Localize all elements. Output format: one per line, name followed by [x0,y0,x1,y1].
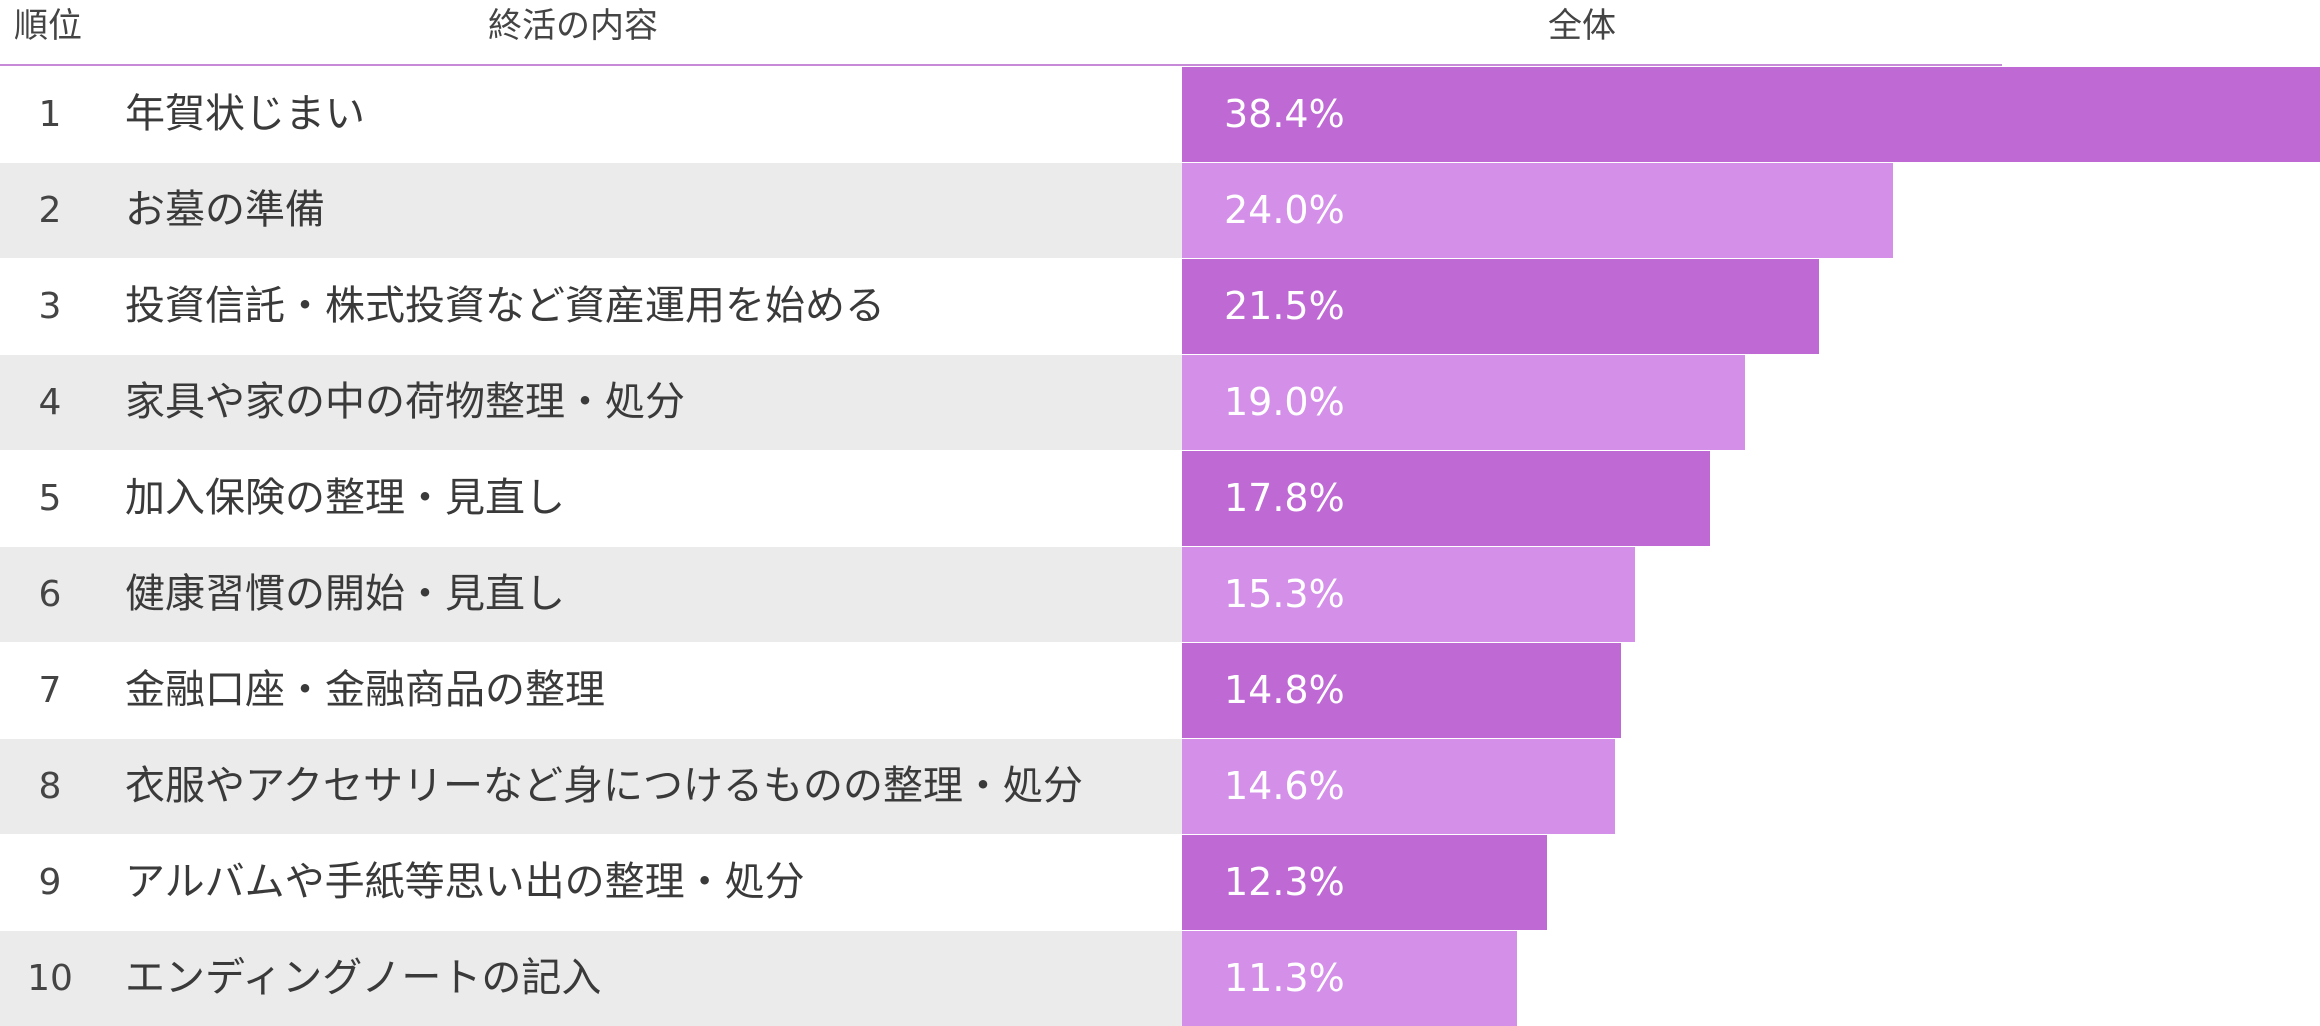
row-stripe [0,739,1182,834]
value-label: 19.0% [1224,380,1345,424]
value-label: 17.8% [1224,476,1345,520]
bar [1182,643,1621,738]
table-row: 3 投資信託・株式投資など資産運用を始める 21.5% [0,259,2320,354]
table-row: 2 お墓の準備 24.0% [0,163,2320,258]
category-label: 健康習慣の開始・見直し [125,571,565,617]
header-item: 終活の内容 [488,6,658,46]
table-row: 8 衣服やアクセサリーなど身につけるものの整理・処分 14.6% [0,739,2320,834]
row-stripe [0,451,1182,546]
rank-label: 9 [38,862,62,903]
rank-label: 1 [38,94,62,135]
category-label: 家具や家の中の荷物整理・処分 [125,379,685,425]
bar [1182,163,1893,258]
value-label: 24.0% [1224,188,1345,232]
value-label: 11.3% [1224,956,1345,1000]
category-label: 投資信託・株式投資など資産運用を始める [125,283,885,329]
table-row: 7 金融口座・金融商品の整理 14.8% [0,643,2320,738]
rank-label: 5 [38,478,62,519]
row-stripe [0,259,1182,354]
row-stripe [0,163,1182,258]
bar [1182,451,1710,546]
row-stripe [0,835,1182,930]
value-label: 14.6% [1224,764,1345,808]
value-label: 15.3% [1224,572,1345,616]
value-label: 12.3% [1224,860,1345,904]
category-label: 金融口座・金融商品の整理 [125,667,605,713]
category-label: 年賀状じまい [125,91,365,137]
value-label: 21.5% [1224,284,1345,328]
header-rank: 順位 [14,6,82,46]
rank-label: 2 [38,190,62,231]
row-stripe [0,931,1182,1026]
category-label: アルバムや手紙等思い出の整理・処分 [125,859,805,905]
rank-label: 4 [38,382,62,423]
rank-label: 6 [38,574,62,615]
table-row: 5 加入保険の整理・見直し 17.8% [0,451,2320,546]
table-row: 6 健康習慣の開始・見直し 15.3% [0,547,2320,642]
value-label: 14.8% [1224,668,1345,712]
table-row: 4 家具や家の中の荷物整理・処分 19.0% [0,355,2320,450]
rank-label: 7 [38,670,62,711]
table-row: 9 アルバムや手紙等思い出の整理・処分 12.3% [0,835,2320,930]
category-label: 衣服やアクセサリーなど身につけるものの整理・処分 [125,763,1083,809]
category-label: 加入保険の整理・見直し [125,475,565,521]
header-rule [0,64,2002,66]
bar [1182,739,1615,834]
bar [1182,355,1745,450]
row-stripe [0,643,1182,738]
rank-label: 10 [27,958,73,999]
bar [1182,835,1547,930]
category-label: エンディングノートの記入 [125,955,602,1001]
bar [1182,259,1819,354]
bar [1182,931,1517,1026]
rank-label: 3 [38,286,62,327]
table-row: 10 エンディングノートの記入 11.3% [0,931,2320,1026]
row-stripe [0,547,1182,642]
bar [1182,67,2320,162]
value-label: 38.4% [1224,92,1345,136]
table-row: 1 年賀状じまい 38.4% [0,67,2320,162]
bar [1182,547,1635,642]
row-stripe [0,355,1182,450]
header-total: 全体 [1548,6,1616,46]
rank-label: 8 [38,766,62,807]
row-stripe [0,67,1182,162]
category-label: お墓の準備 [125,187,325,233]
